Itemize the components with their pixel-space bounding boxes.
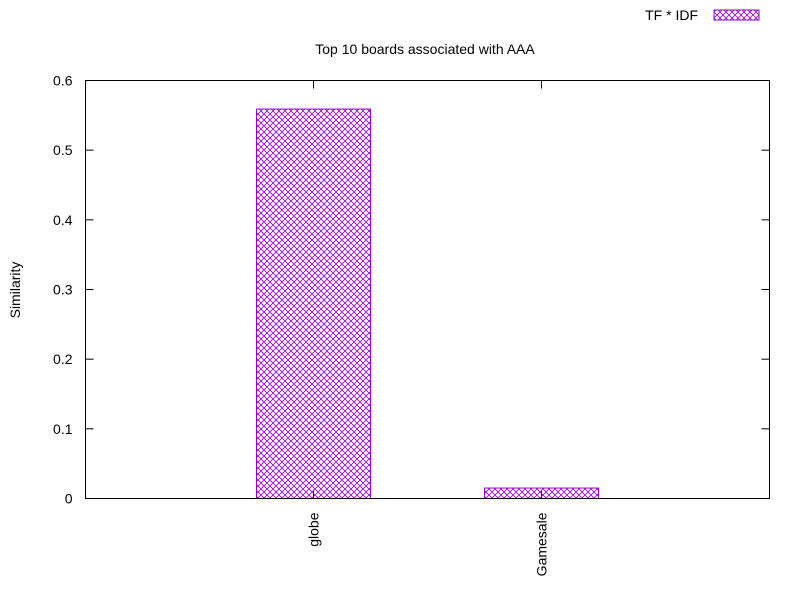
- legend-swatch: [713, 9, 760, 21]
- y-tick-label: 0.5: [53, 142, 73, 158]
- chart-title: Top 10 boards associated with AAA: [315, 41, 535, 57]
- bar: [484, 487, 599, 499]
- y-tick-label: 0.3: [53, 282, 73, 298]
- y-tick-label: 0.2: [53, 351, 73, 367]
- y-axis-label: Similarity: [7, 262, 23, 319]
- y-tick-label: 0.4: [53, 212, 73, 228]
- bar: [256, 108, 371, 500]
- x-axis: globe Gamesale: [306, 80, 550, 576]
- x-tick-label: globe: [306, 512, 322, 546]
- bar-series: [256, 108, 599, 500]
- y-tick-label: 0: [65, 491, 73, 507]
- y-tick-label: 0.6: [53, 73, 73, 89]
- y-axis: 0 0.1 0.2 0.3 0.4 0.5 0.6: [53, 73, 770, 507]
- legend-label: TF * IDF: [645, 7, 698, 23]
- legend: TF * IDF: [645, 7, 760, 23]
- x-tick-label: Gamesale: [534, 512, 550, 576]
- plot-frame: [85, 80, 770, 499]
- y-tick-label: 0.1: [53, 421, 73, 437]
